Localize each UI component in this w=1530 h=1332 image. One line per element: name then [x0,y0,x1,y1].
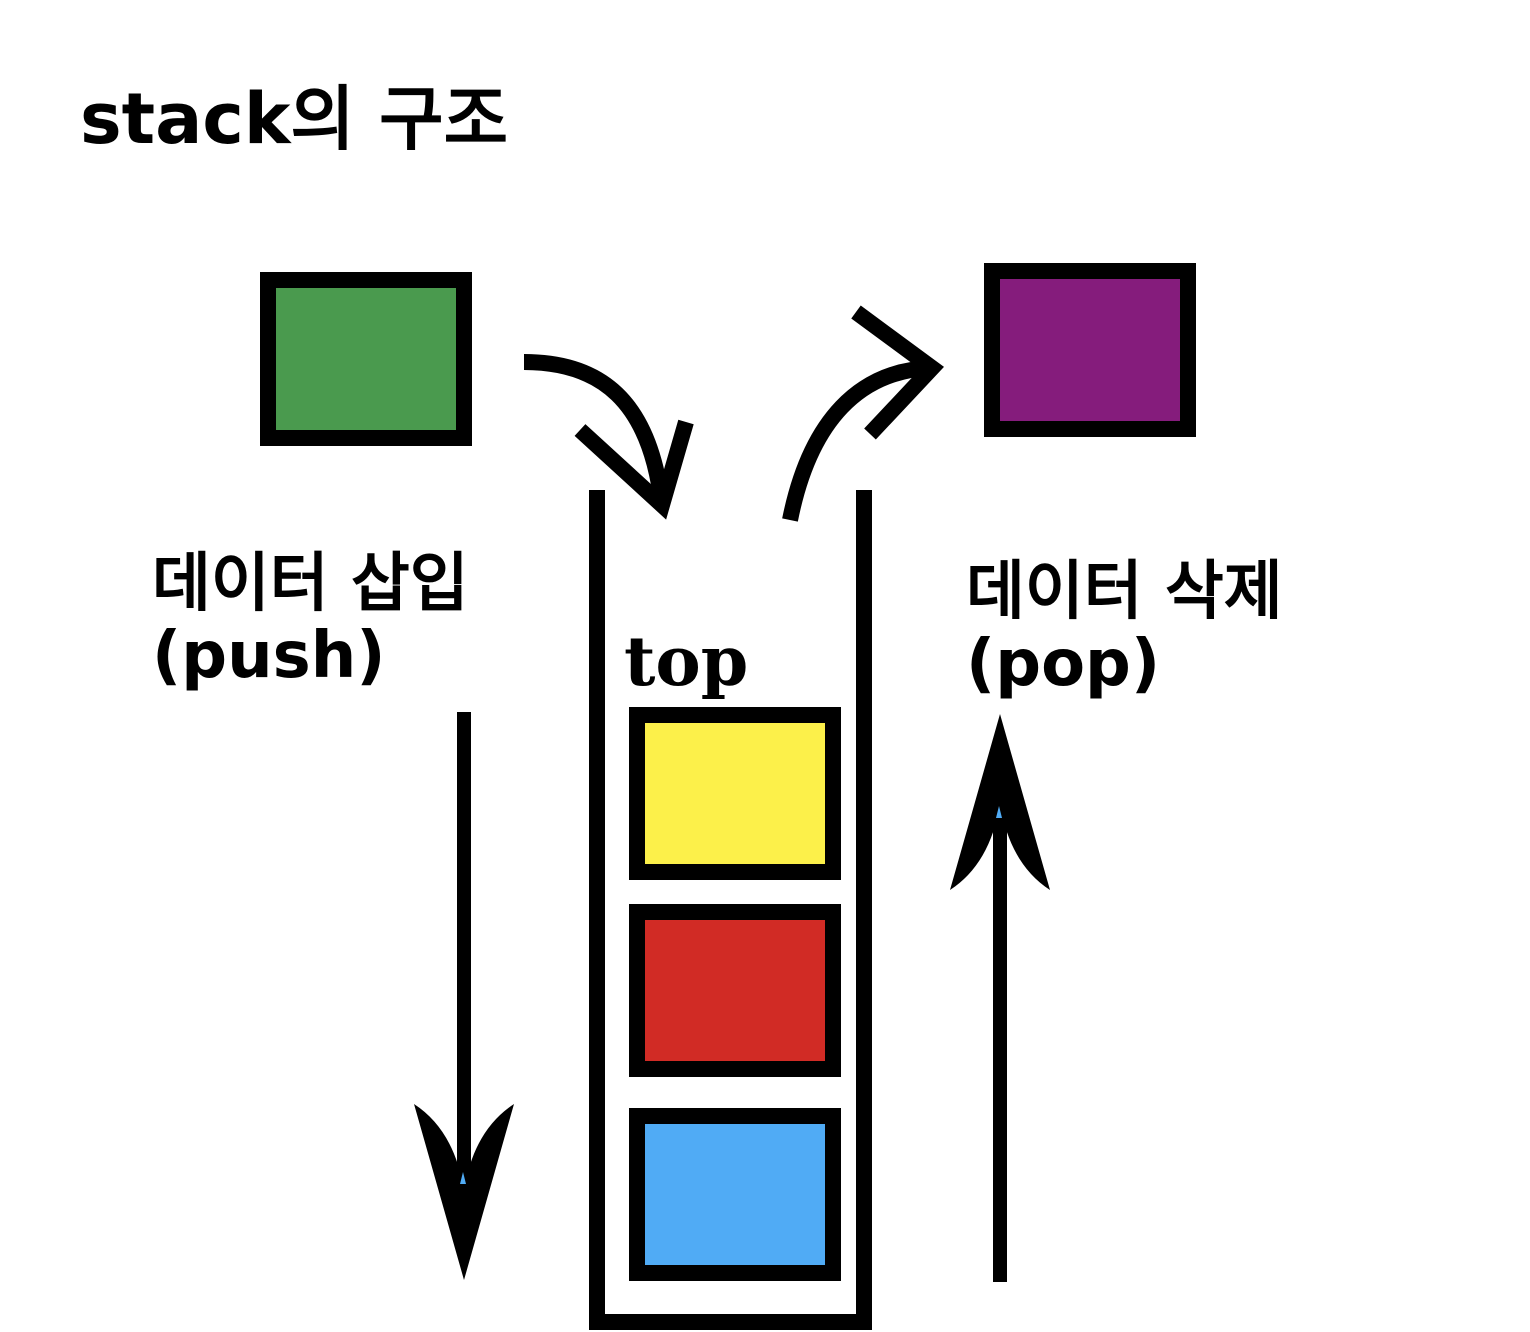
stack-bottom-block [629,1108,841,1281]
push-down-arrowhead [414,1104,514,1280]
push-curve-arrowhead [574,419,694,520]
push-arrowhead-highlight [460,1172,466,1184]
incoming-block [260,272,472,446]
push-label-line2: (push) [152,619,386,693]
push-label-line1: 데이터 삽입 [152,547,469,621]
stack-top-block [629,707,841,880]
stack-container [589,490,872,1330]
push-curve-arrow [523,354,670,506]
pop-up-arrowhead [950,714,1050,890]
push-label: 데이터 삽입 (push) [152,548,469,692]
popped-block [984,263,1196,437]
pop-arrowhead-highlight [996,806,1002,818]
pop-label-line2: (pop) [966,627,1161,701]
top-pointer-label: top [624,622,749,702]
pop-label-line1: 데이터 삭제 [966,555,1283,629]
pop-curve-arrowhead [851,305,945,440]
stack-middle-block [629,904,841,1077]
diagram-title: stack의 구조 [80,78,508,160]
pop-curve-arrow [782,360,933,522]
pop-label: 데이터 삭제 (pop) [966,556,1283,700]
